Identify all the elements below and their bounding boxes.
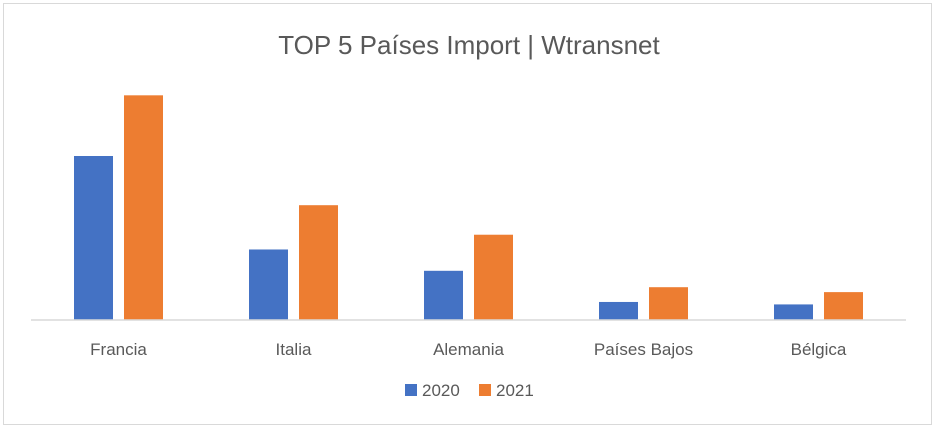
x-tick-label-paises-bajos: Países Bajos: [594, 340, 693, 359]
bar-alemania-2021: [474, 234, 513, 320]
bar-chart: TOP 5 Países Import | Wtransnet Francia I…: [31, 30, 906, 400]
bar-francia-2020: [74, 156, 113, 320]
x-tick-label-italia: Italia: [276, 340, 312, 359]
x-axis-ticks: Francia Italia Alemania Países Bajos Bélgica: [90, 340, 847, 359]
x-tick-label-francia: Francia: [90, 340, 147, 359]
legend: 2020 2021: [405, 381, 534, 400]
legend-label-2021: 2021: [496, 381, 534, 400]
bar-belgica-2021: [824, 292, 863, 320]
x-tick-label-belgica: Bélgica: [791, 340, 847, 359]
bar-paises-bajos-2021: [649, 287, 688, 320]
bar-belgica-2020: [774, 304, 813, 320]
chart-area: TOP 5 Países Import | Wtransnet Francia I…: [3, 3, 932, 425]
bar-italia-2021: [299, 205, 338, 320]
bar-paises-bajos-2020: [599, 301, 638, 320]
bar-italia-2020: [249, 249, 288, 320]
legend-swatch-2020: [405, 384, 417, 396]
bar-francia-2021: [124, 95, 163, 320]
bars-layer: [74, 95, 863, 320]
legend-label-2020: 2020: [422, 381, 460, 400]
bar-alemania-2020: [424, 270, 463, 320]
chart-title: TOP 5 Países Import | Wtransnet: [278, 30, 660, 60]
legend-swatch-2021: [479, 384, 491, 396]
x-tick-label-alemania: Alemania: [433, 340, 504, 359]
